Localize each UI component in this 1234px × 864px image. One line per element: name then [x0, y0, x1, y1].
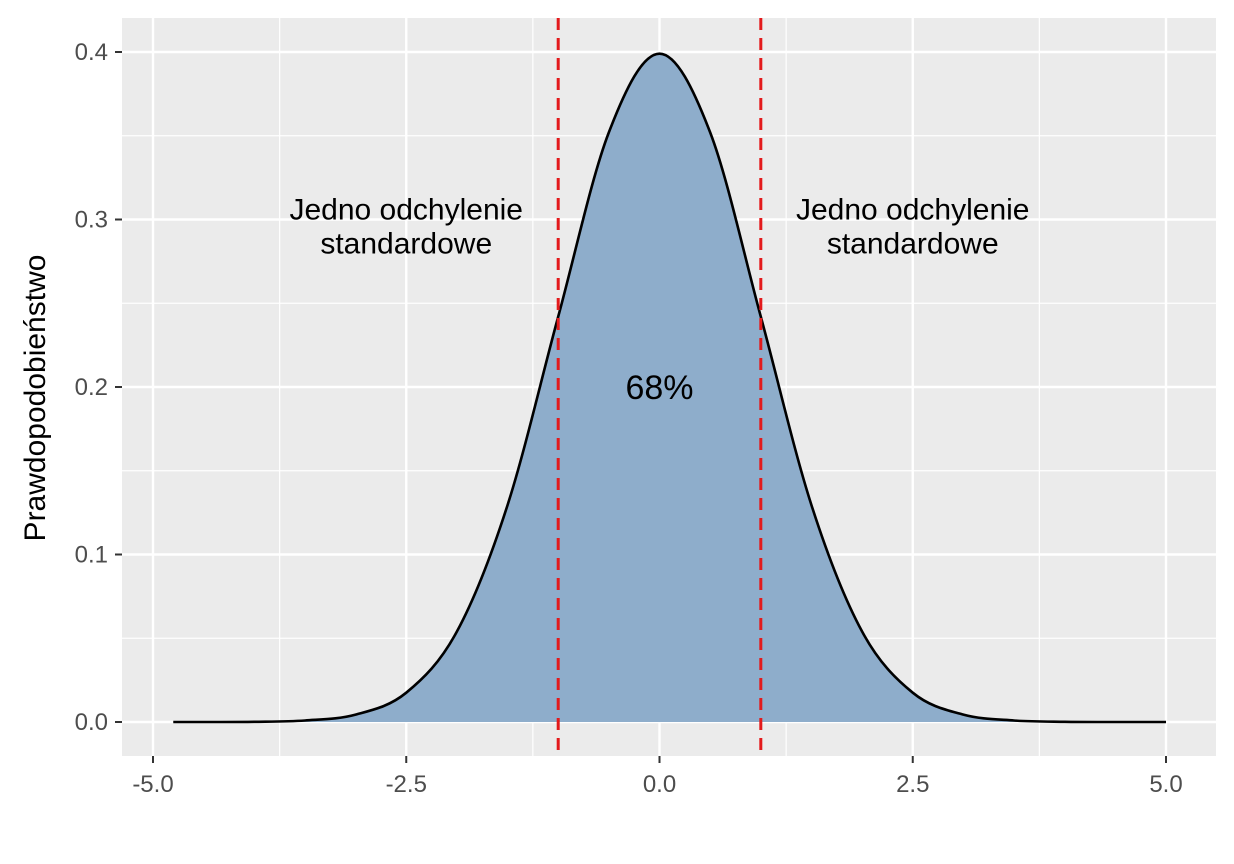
- y-tick-label: 0.3: [75, 207, 108, 234]
- density-curve-line: [173, 52, 1167, 724]
- y-axis-title: Prawdopodobieństwo: [19, 255, 52, 542]
- x-tick-label: -2.5: [386, 771, 427, 798]
- std-dev-lines: [556, 18, 763, 756]
- y-tick-label: 0.0: [75, 709, 108, 736]
- x-tick-label: -5.0: [132, 771, 173, 798]
- y-tick-label: 0.1: [75, 542, 108, 569]
- annotation-line: Jedno odchylenie: [289, 193, 523, 226]
- annotation-line: 68%: [625, 369, 693, 407]
- x-axis: -5.0 -2.5 0.0 2.5 5.0: [132, 756, 1183, 798]
- density-fill-area: [173, 53, 1166, 723]
- x-tick-label: 2.5: [896, 771, 929, 798]
- annotation-line: standardowe: [827, 227, 999, 260]
- y-axis: 0.0 0.1 0.2 0.3 0.4: [75, 39, 122, 736]
- annotation-line: standardowe: [320, 227, 492, 260]
- x-tick-label: 0.0: [643, 771, 676, 798]
- percentage-label: 68%: [625, 369, 693, 407]
- x-tick-label: 5.0: [1149, 771, 1182, 798]
- std-dev-annotation: Jedno odchylenie standardowe: [796, 193, 1030, 260]
- annotation-line: Jedno odchylenie: [796, 193, 1030, 226]
- y-tick-label: 0.4: [75, 39, 108, 66]
- std-dev-annotation: Jedno odchylenie standardowe: [289, 193, 523, 260]
- y-tick-label: 0.2: [75, 374, 108, 401]
